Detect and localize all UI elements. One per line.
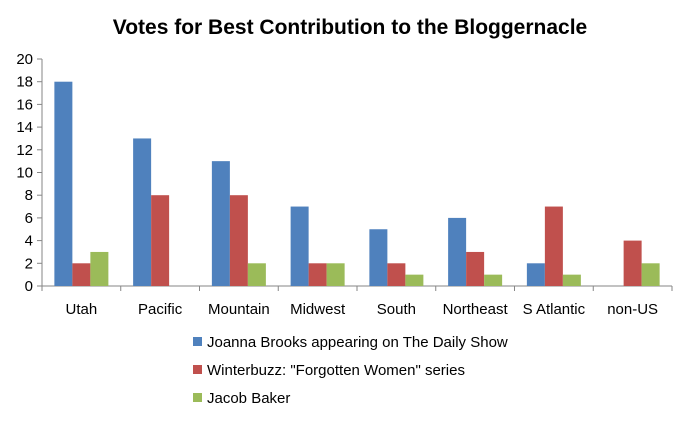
legend-label: Jacob Baker bbox=[207, 390, 290, 407]
legend-label: Joanna Brooks appearing on The Daily Sho… bbox=[207, 334, 508, 351]
bar bbox=[54, 81, 73, 286]
y-tick-label: 20 bbox=[16, 51, 33, 68]
legend: Joanna Brooks appearing on The Daily Sho… bbox=[193, 334, 508, 407]
x-tick-label: Northeast bbox=[443, 301, 509, 318]
bar bbox=[151, 195, 170, 286]
y-tick-label: 2 bbox=[25, 255, 33, 272]
legend-label: Winterbuzz: "Forgotten Women" series bbox=[207, 362, 465, 379]
y-tick-label: 14 bbox=[16, 119, 33, 136]
y-tick-label: 6 bbox=[25, 210, 33, 227]
bar bbox=[387, 263, 406, 286]
x-tick-label: Mountain bbox=[208, 301, 270, 318]
legend-swatch bbox=[193, 393, 202, 402]
plot-area: 0 2 4 6 8 10 12 14 16 18 20 Utah Pacific Mountain Midw… bbox=[16, 51, 673, 318]
bar bbox=[211, 161, 230, 286]
x-tick-label: South bbox=[377, 301, 416, 318]
chart-title: Votes for Best Contribution to the Blogg… bbox=[113, 16, 587, 39]
x-tick-label: Pacific bbox=[138, 301, 183, 318]
bar bbox=[562, 274, 581, 286]
y-tick-label: 8 bbox=[25, 187, 33, 204]
x-tick-label: S Atlantic bbox=[523, 301, 586, 318]
bar bbox=[133, 138, 152, 286]
bar bbox=[405, 274, 424, 286]
bar bbox=[229, 195, 248, 286]
bar bbox=[484, 274, 503, 286]
legend-swatch bbox=[193, 337, 202, 346]
y-tick-label: 18 bbox=[16, 74, 33, 91]
bar bbox=[90, 251, 109, 286]
bar bbox=[466, 251, 485, 286]
y-tick-label: 0 bbox=[25, 278, 33, 295]
x-tick-label: non-US bbox=[607, 301, 658, 318]
y-tick-label: 4 bbox=[25, 233, 33, 250]
y-tick-label: 10 bbox=[16, 165, 33, 182]
legend-swatch bbox=[193, 365, 202, 374]
bar bbox=[448, 217, 467, 286]
bar bbox=[72, 263, 91, 286]
bar bbox=[544, 206, 563, 286]
bar bbox=[623, 240, 642, 286]
bar bbox=[641, 263, 660, 286]
bar bbox=[326, 263, 345, 286]
bar bbox=[290, 206, 309, 286]
bar bbox=[369, 229, 388, 286]
bar bbox=[308, 263, 327, 286]
y-tick-label: 16 bbox=[16, 96, 33, 113]
x-tick-label: Midwest bbox=[290, 301, 346, 318]
y-tick-label: 12 bbox=[16, 142, 33, 159]
bar bbox=[526, 263, 545, 286]
bar bbox=[247, 263, 266, 286]
x-tick-label: Utah bbox=[66, 301, 98, 318]
